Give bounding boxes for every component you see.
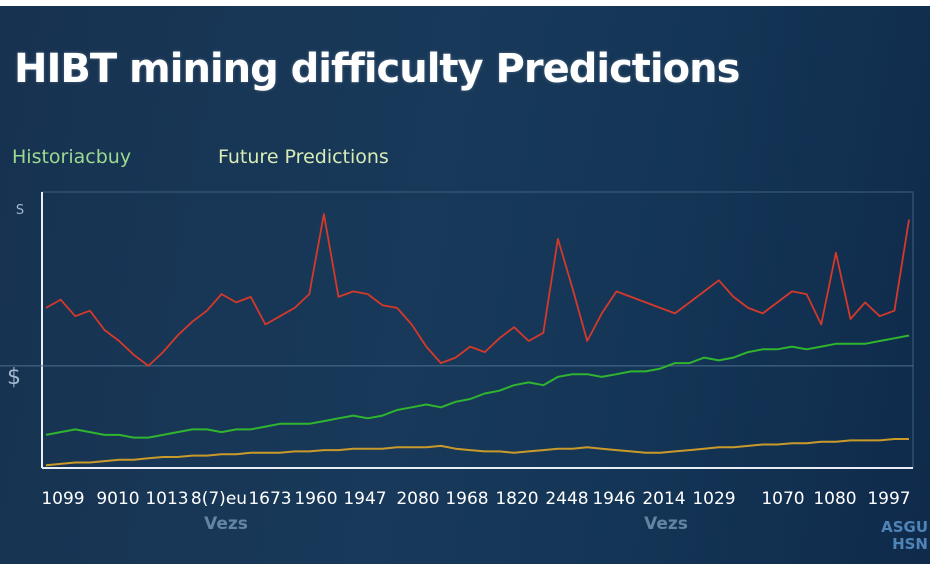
x-tick-label: 1673: [248, 489, 291, 509]
chart-frame: HIBT mining difficulty Predictions Histo…: [0, 6, 930, 564]
x-tick-label: 1968: [445, 489, 488, 509]
y-axis-fragment-mid: $: [7, 365, 21, 390]
x-tick-label: 2014: [642, 489, 685, 509]
y-axis-fragment-top: S: [16, 203, 24, 218]
x-tick-label: 1099: [41, 489, 84, 509]
x-axis-sublabel-left: Vezs: [204, 514, 248, 534]
chart-title: HIBT mining difficulty Predictions: [14, 46, 740, 92]
x-tick-label: 8(7)eu: [191, 489, 247, 509]
series-green-line: [45, 334, 910, 439]
x-tick-label: 1997: [867, 489, 910, 509]
x-tick-label: 1946: [592, 489, 635, 509]
brand-mark-line2: HSN: [892, 535, 928, 553]
x-tick-label: 1947: [343, 489, 386, 509]
legend-historical: Historiacbuy: [12, 146, 132, 168]
x-tick-label: 1029: [692, 489, 735, 509]
x-axis-sublabel-right: Vezs: [644, 514, 688, 534]
x-tick-label: 1013: [145, 489, 188, 509]
x-tick-label: 1080: [813, 489, 856, 509]
x-tick-label: 1070: [761, 489, 804, 509]
x-tick-label: 9010: [96, 489, 139, 509]
plot-area-border: [41, 191, 914, 469]
x-tick-label: 1960: [294, 489, 337, 509]
series-red-line: [45, 213, 910, 367]
x-tick-label: 2448: [545, 489, 588, 509]
x-tick-label: 2080: [396, 489, 439, 509]
brand-mark-line1: ASGU: [881, 518, 928, 536]
legend-future: Future Predictions: [218, 146, 389, 168]
series-orange-line: [45, 438, 909, 467]
x-tick-label: 1820: [495, 489, 538, 509]
